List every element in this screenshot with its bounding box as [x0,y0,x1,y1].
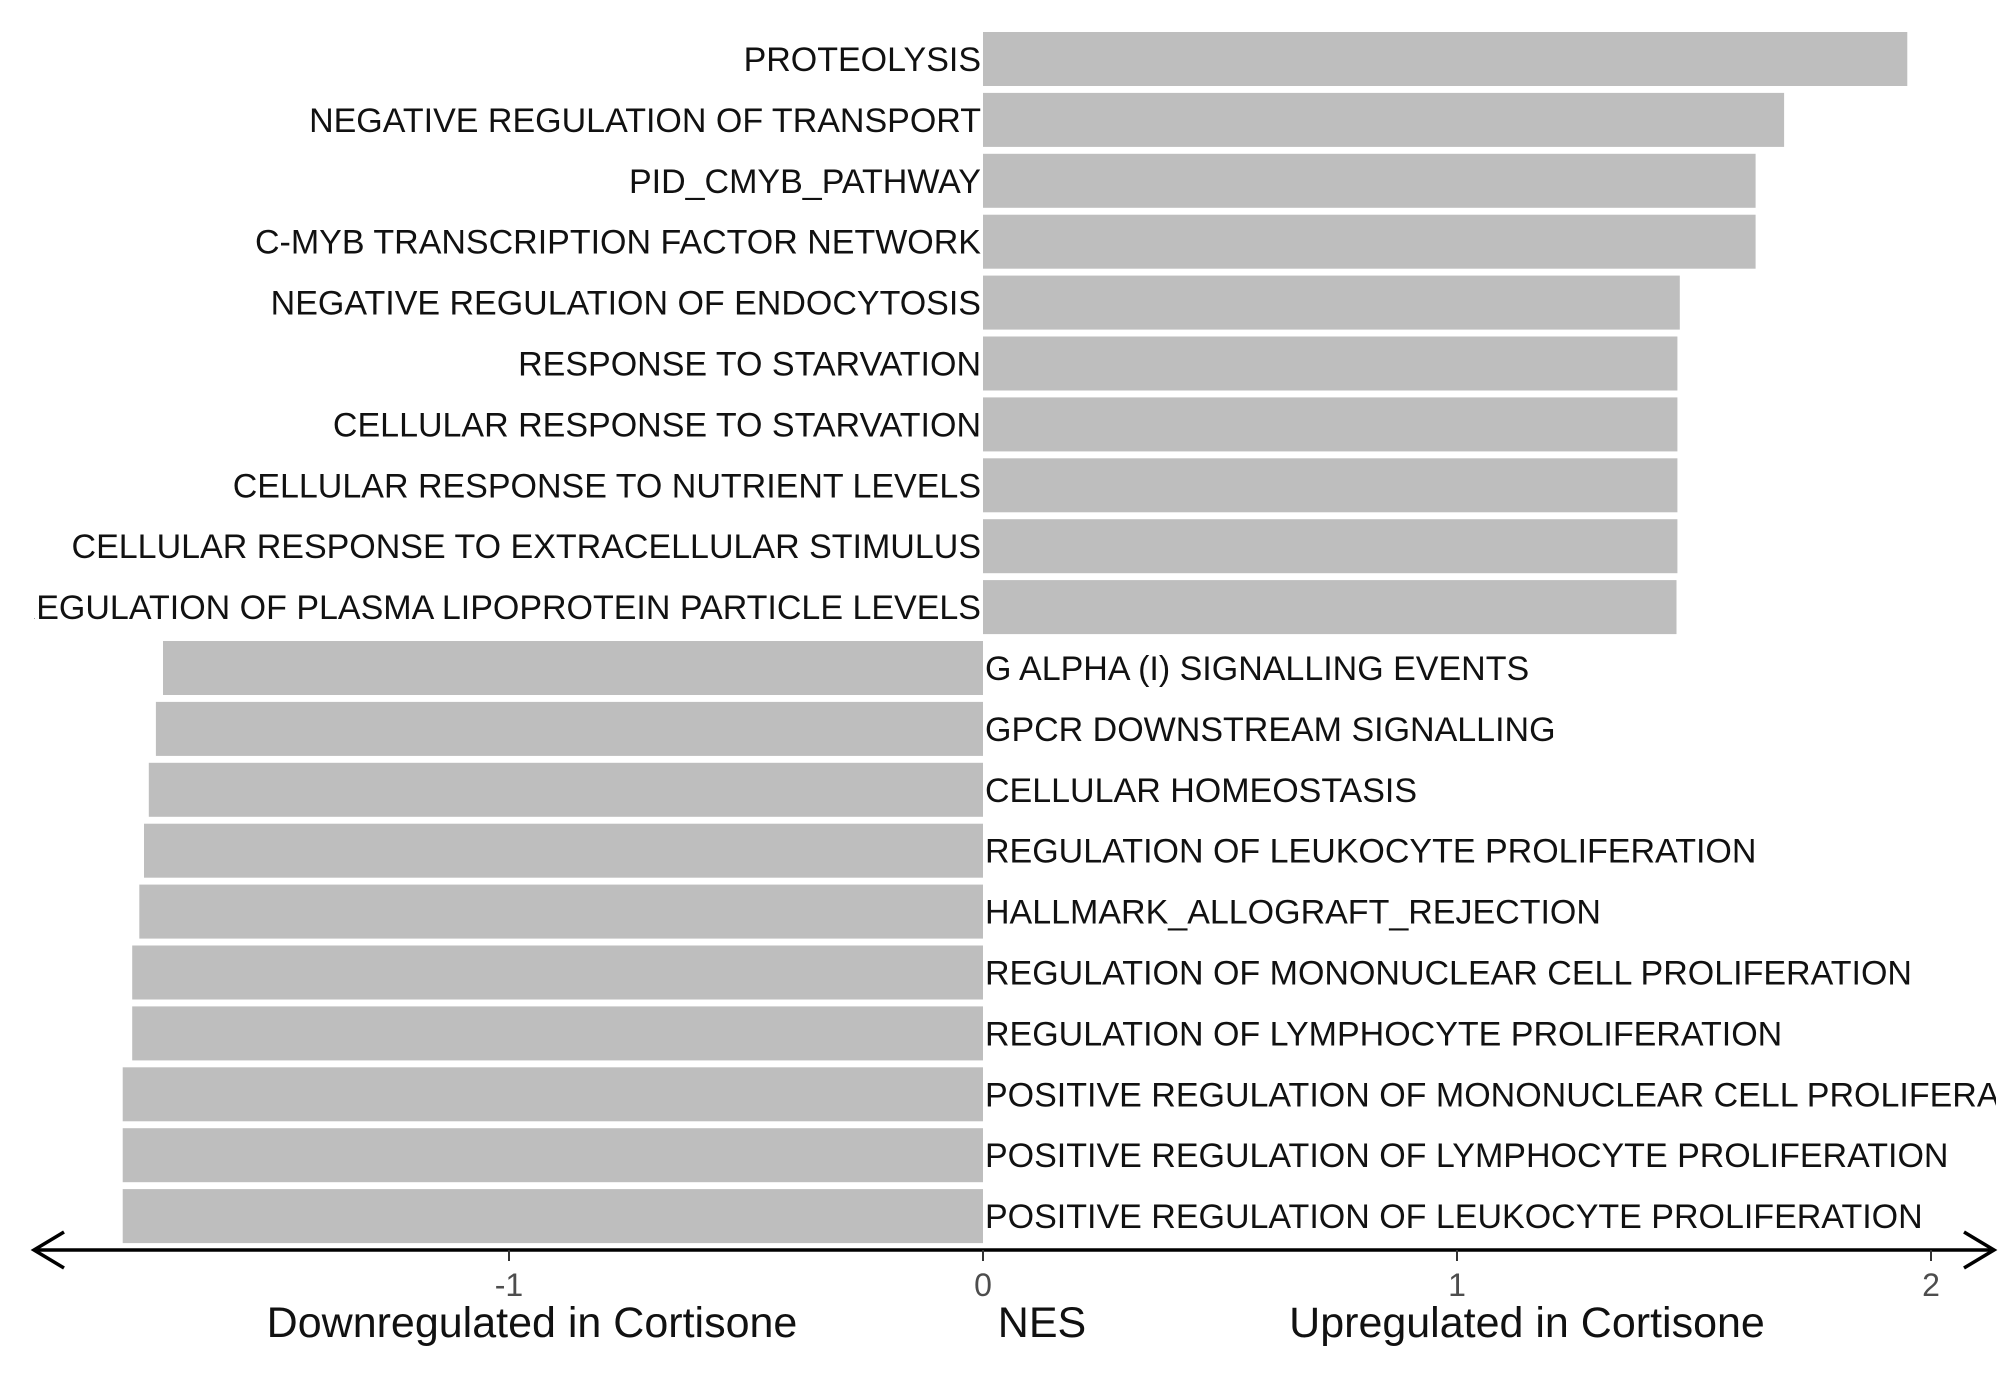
term-label: CELLULAR RESPONSE TO STARVATION [333,406,981,444]
bar [122,1128,983,1183]
tick-label: -1 [495,1267,523,1303]
bar [983,580,1677,635]
bar [163,641,983,695]
term-label: CELLULAR RESPONSE TO NUTRIENT LEVELS [233,467,981,505]
x-axis-title: NES [998,1299,1086,1347]
bar-group [122,32,1908,1244]
term-label: REGULATION OF MONONUCLEAR CELL PROLIFERA… [985,955,1912,993]
bar [983,92,1785,147]
bar [983,519,1678,574]
term-label: CELLULAR HOMEOSTASIS [985,772,1417,810]
bar [983,275,1680,330]
bar [983,32,1908,86]
bar [122,1189,983,1244]
term-label-group: PROTEOLYSIS NEGATIVE REGULATION OF TRANSP… [12,41,2006,1236]
bar [144,823,983,878]
bar [148,762,984,817]
bar [983,336,1678,391]
tick-label: 2 [1922,1267,1940,1303]
term-label: G ALPHA (I) SIGNALLING EVENTS [985,650,1529,688]
term-label: PID_CMYB_PATHWAY [629,163,981,201]
bar [983,153,1756,208]
term-label: POSITIVE REGULATION OF LEUKOCYTE PROLIFE… [985,1198,1923,1236]
tick-label: 0 [974,1267,992,1303]
left-axis-caption: Downregulated in Cortisone [267,1299,798,1347]
term-label: REGULATION OF LEUKOCYTE PROLIFERATION [985,833,1756,871]
tick-group: -1 0 1 2 [495,1250,1940,1303]
term-label: POSITIVE REGULATION OF MONONUCLEAR CELL … [985,1076,2006,1114]
right-axis-caption: Upregulated in Cortisone [1289,1299,1765,1347]
bar [155,701,983,756]
bar [983,458,1678,513]
right-arrowhead-icon [1963,1230,1998,1270]
bar [983,214,1756,269]
term-label: NEGATIVE REGULATION OF ENDOCYTOSIS [271,285,981,323]
bar [132,1006,983,1061]
nes-axis: -1 0 1 2 [30,1230,1998,1303]
term-label: REGULATION OF PLASMA LIPOPROTEIN PARTICL… [12,589,981,627]
term-label: NEGATIVE REGULATION OF TRANSPORT [309,102,981,140]
tick-label: 1 [1448,1267,1466,1303]
term-label: GPCR DOWNSTREAM SIGNALLING [985,711,1556,749]
bar [983,397,1678,452]
bar [132,945,983,1000]
term-label: PROTEOLYSIS [744,41,981,79]
term-label: C-MYB TRANSCRIPTION FACTOR NETWORK [255,224,981,262]
term-label: HALLMARK_ALLOGRAFT_REJECTION [985,894,1601,932]
term-label: REGULATION OF LYMPHOCYTE PROLIFERATION [985,1015,1782,1053]
term-label: POSITIVE REGULATION OF LYMPHOCYTE PROLIF… [985,1137,1948,1175]
term-label: RESPONSE TO STARVATION [518,346,981,384]
bar [139,884,984,939]
term-label: CELLULAR RESPONSE TO EXTRACELLULAR STIMU… [72,528,981,566]
left-arrowhead-icon [30,1230,65,1270]
bar [122,1067,983,1122]
